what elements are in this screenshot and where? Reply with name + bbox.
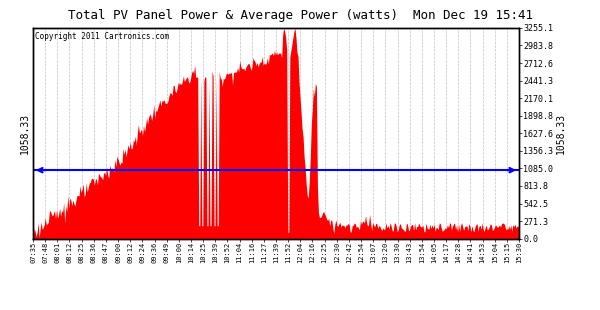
Text: Total PV Panel Power & Average Power (watts)  Mon Dec 19 15:41: Total PV Panel Power & Average Power (wa… bbox=[67, 9, 533, 22]
Y-axis label: 1058.33: 1058.33 bbox=[556, 113, 566, 154]
Y-axis label: 1058.33: 1058.33 bbox=[20, 113, 30, 154]
Text: Copyright 2011 Cartronics.com: Copyright 2011 Cartronics.com bbox=[35, 32, 170, 41]
